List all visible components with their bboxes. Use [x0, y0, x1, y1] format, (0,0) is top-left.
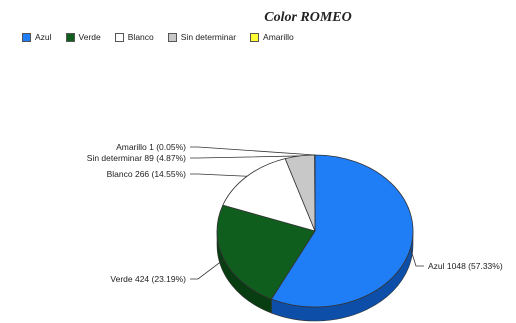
- pie-slice-azul: [270, 154, 414, 308]
- leader-line-sin-determinar: [190, 155, 300, 159]
- legend-item-azul: Azul: [22, 32, 52, 42]
- legend-swatch: [22, 32, 31, 42]
- leader-line-blanco: [190, 173, 248, 177]
- chart-title: Color ROMEO: [264, 10, 352, 25]
- legend-label: Verde: [78, 32, 101, 42]
- data-label-azul: Azul 1048 (57.33%): [428, 261, 503, 271]
- pie-slice-verde: [216, 204, 316, 300]
- leader-line-azul: [410, 248, 424, 267]
- legend-label: Azul: [35, 32, 52, 42]
- data-label-amarillo: Amarillo 1 (0.05%): [116, 142, 186, 152]
- legend: Azul Verde Blanco Sin determinar Amarillo: [22, 32, 294, 42]
- legend-label: Blanco: [127, 32, 154, 42]
- legend-item-amarillo: Amarillo: [250, 32, 294, 42]
- data-label-blanco: Blanco 266 (14.55%): [107, 169, 187, 179]
- leader-line-amarillo: [190, 146, 315, 156]
- data-label-sin-determinar: Sin determinar 89 (4.87%): [87, 153, 186, 163]
- legend-item-verde: Verde: [65, 32, 101, 42]
- legend-swatch: [167, 32, 177, 42]
- legend-swatch: [250, 32, 260, 42]
- legend-label: Sin determinar: [180, 32, 237, 42]
- legend-item-blanco: Blanco: [114, 32, 154, 42]
- legend-item-sin-determinar: Sin determinar: [167, 32, 237, 42]
- leader-line-verde: [190, 258, 225, 280]
- legend-label: Amarillo: [263, 32, 294, 42]
- pie-slice-blanco: [222, 158, 316, 232]
- data-label-verde: Verde 424 (23.19%): [110, 274, 186, 284]
- legend-swatch: [65, 32, 75, 42]
- legend-swatch: [114, 32, 124, 42]
